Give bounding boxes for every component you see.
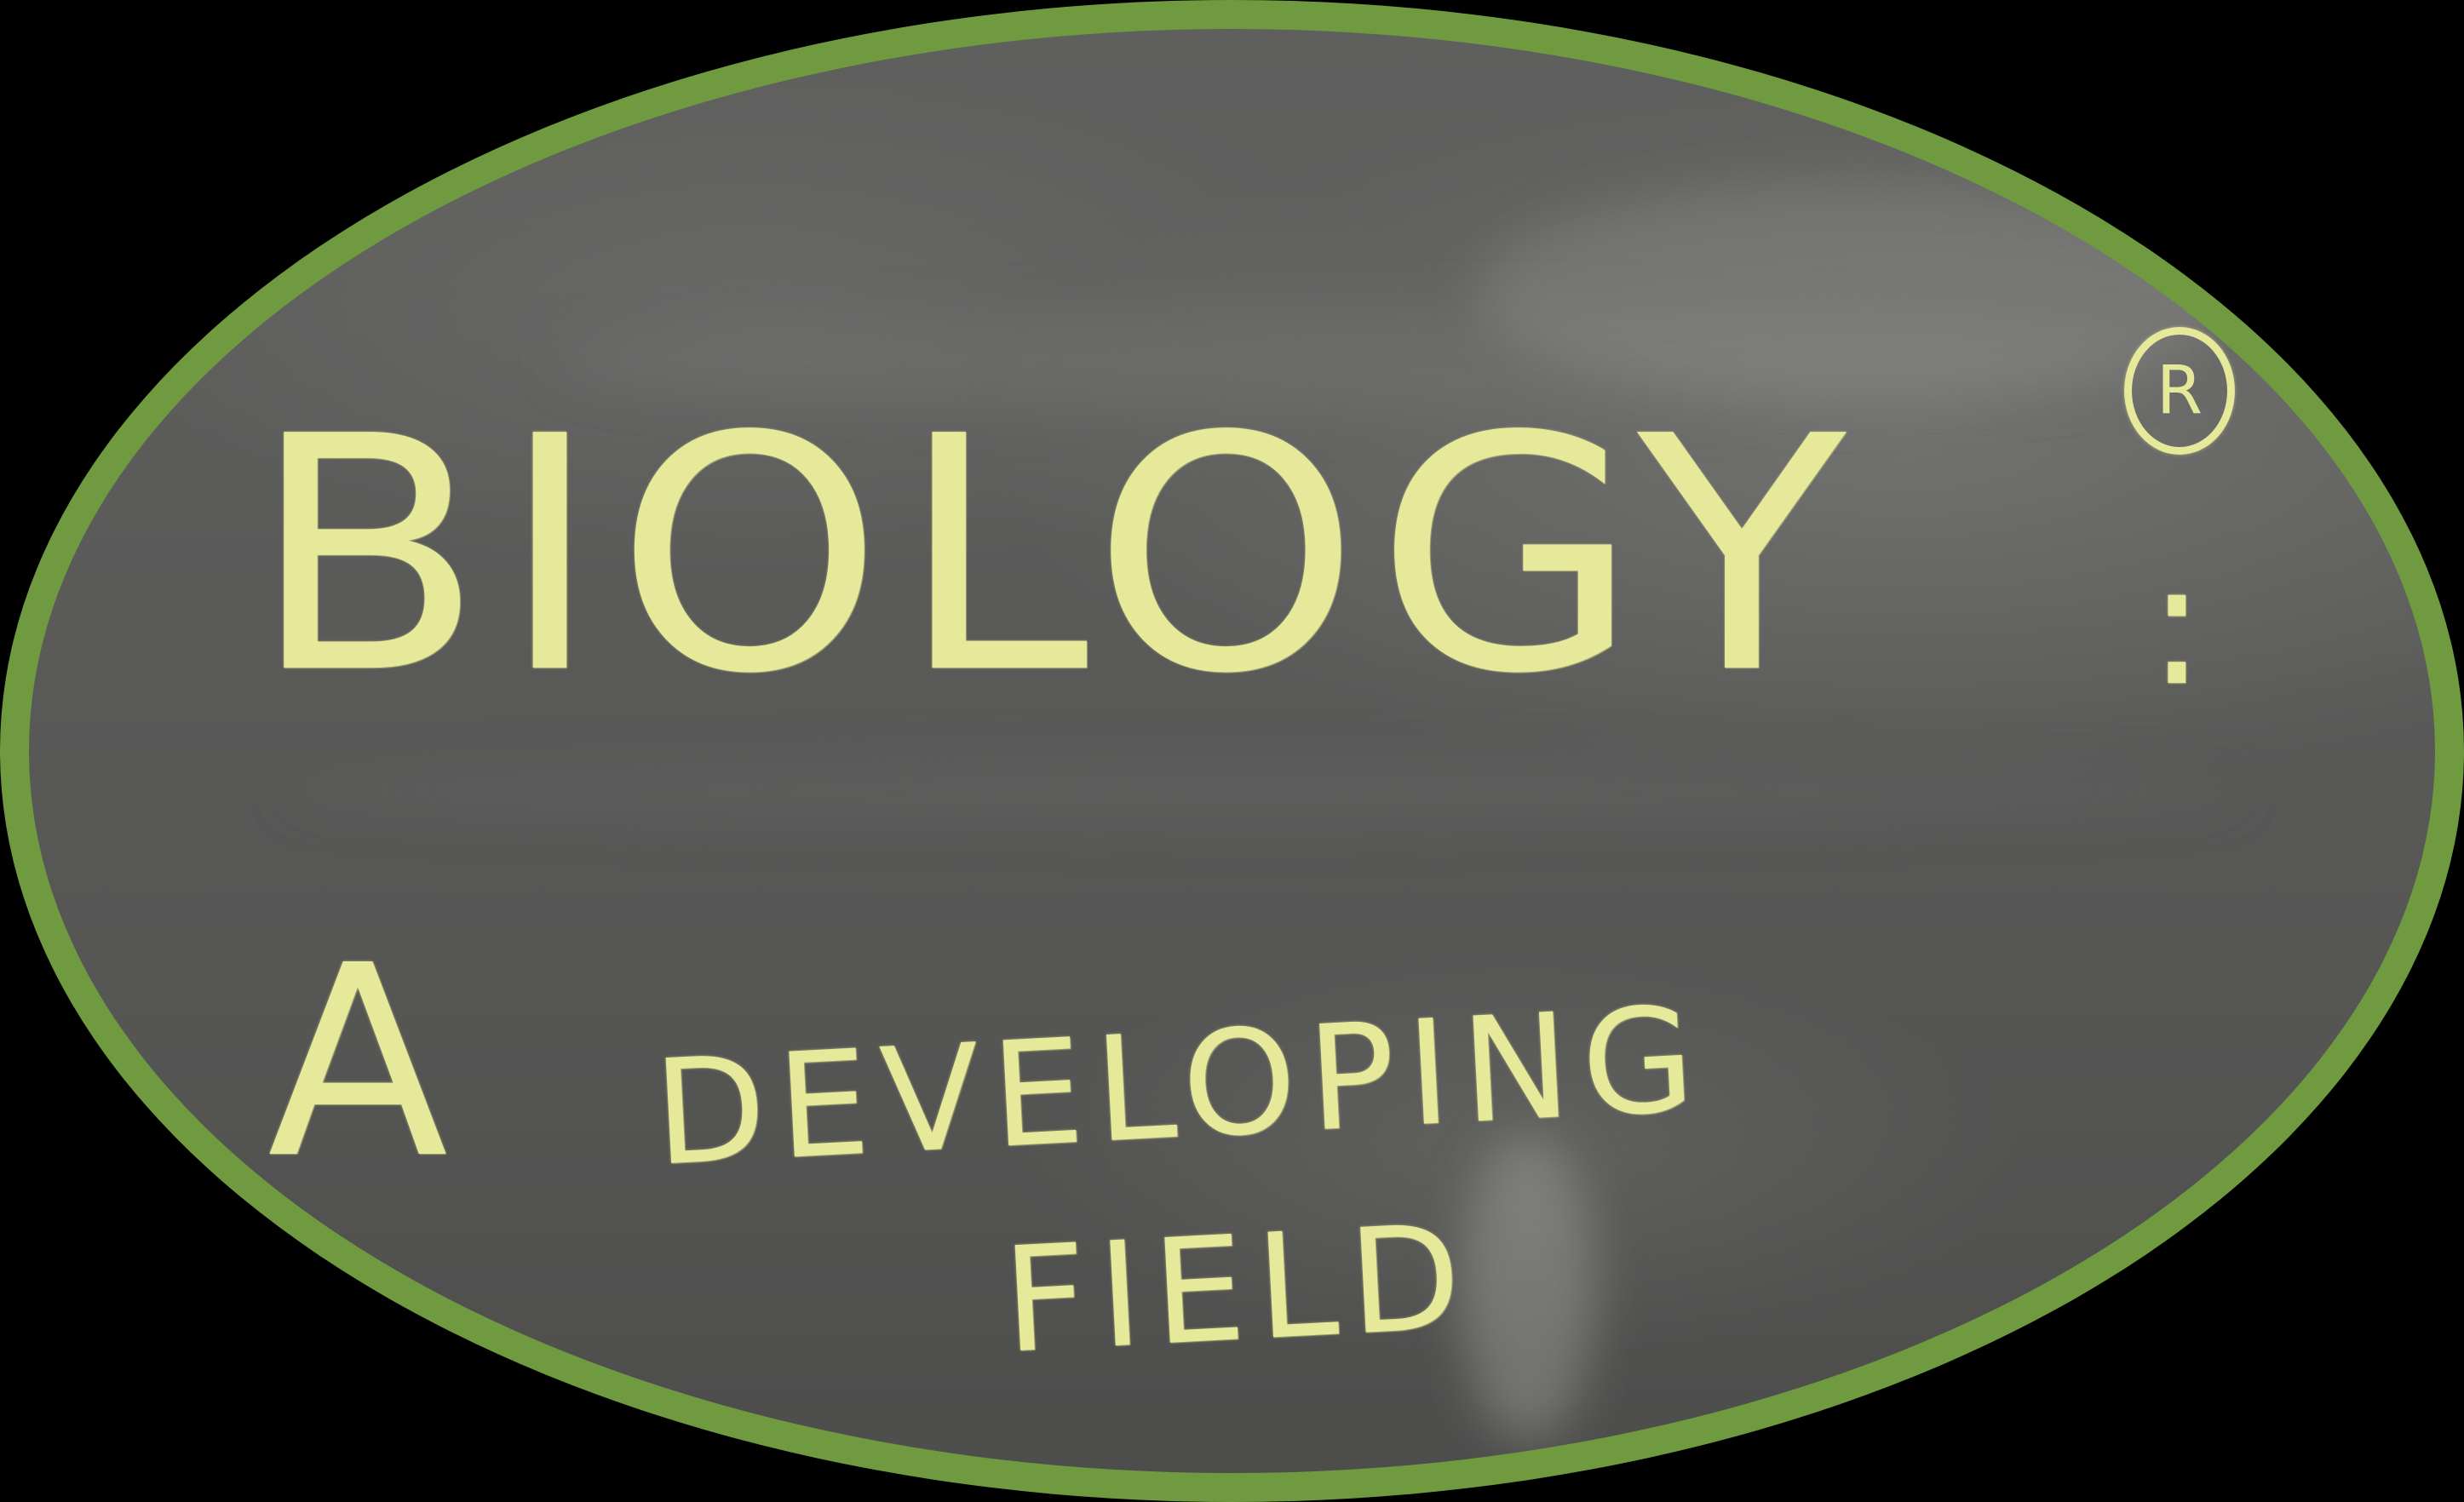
chalk-colon: : <box>2148 525 2206 724</box>
registered-mark-letter: R <box>2156 353 2203 429</box>
chalk-title: BIOLOGY <box>250 368 1862 745</box>
registered-mark-icon: R <box>2124 327 2235 455</box>
eraser-smudge <box>1460 1136 1596 1442</box>
chalk-subtitle-line2: FIELD <box>999 1193 1477 1386</box>
chalk-subtitle-line1: DEVELOPING <box>650 975 1710 1199</box>
chalk-article: A <box>267 909 449 1217</box>
eraser-smudge <box>284 761 2243 821</box>
